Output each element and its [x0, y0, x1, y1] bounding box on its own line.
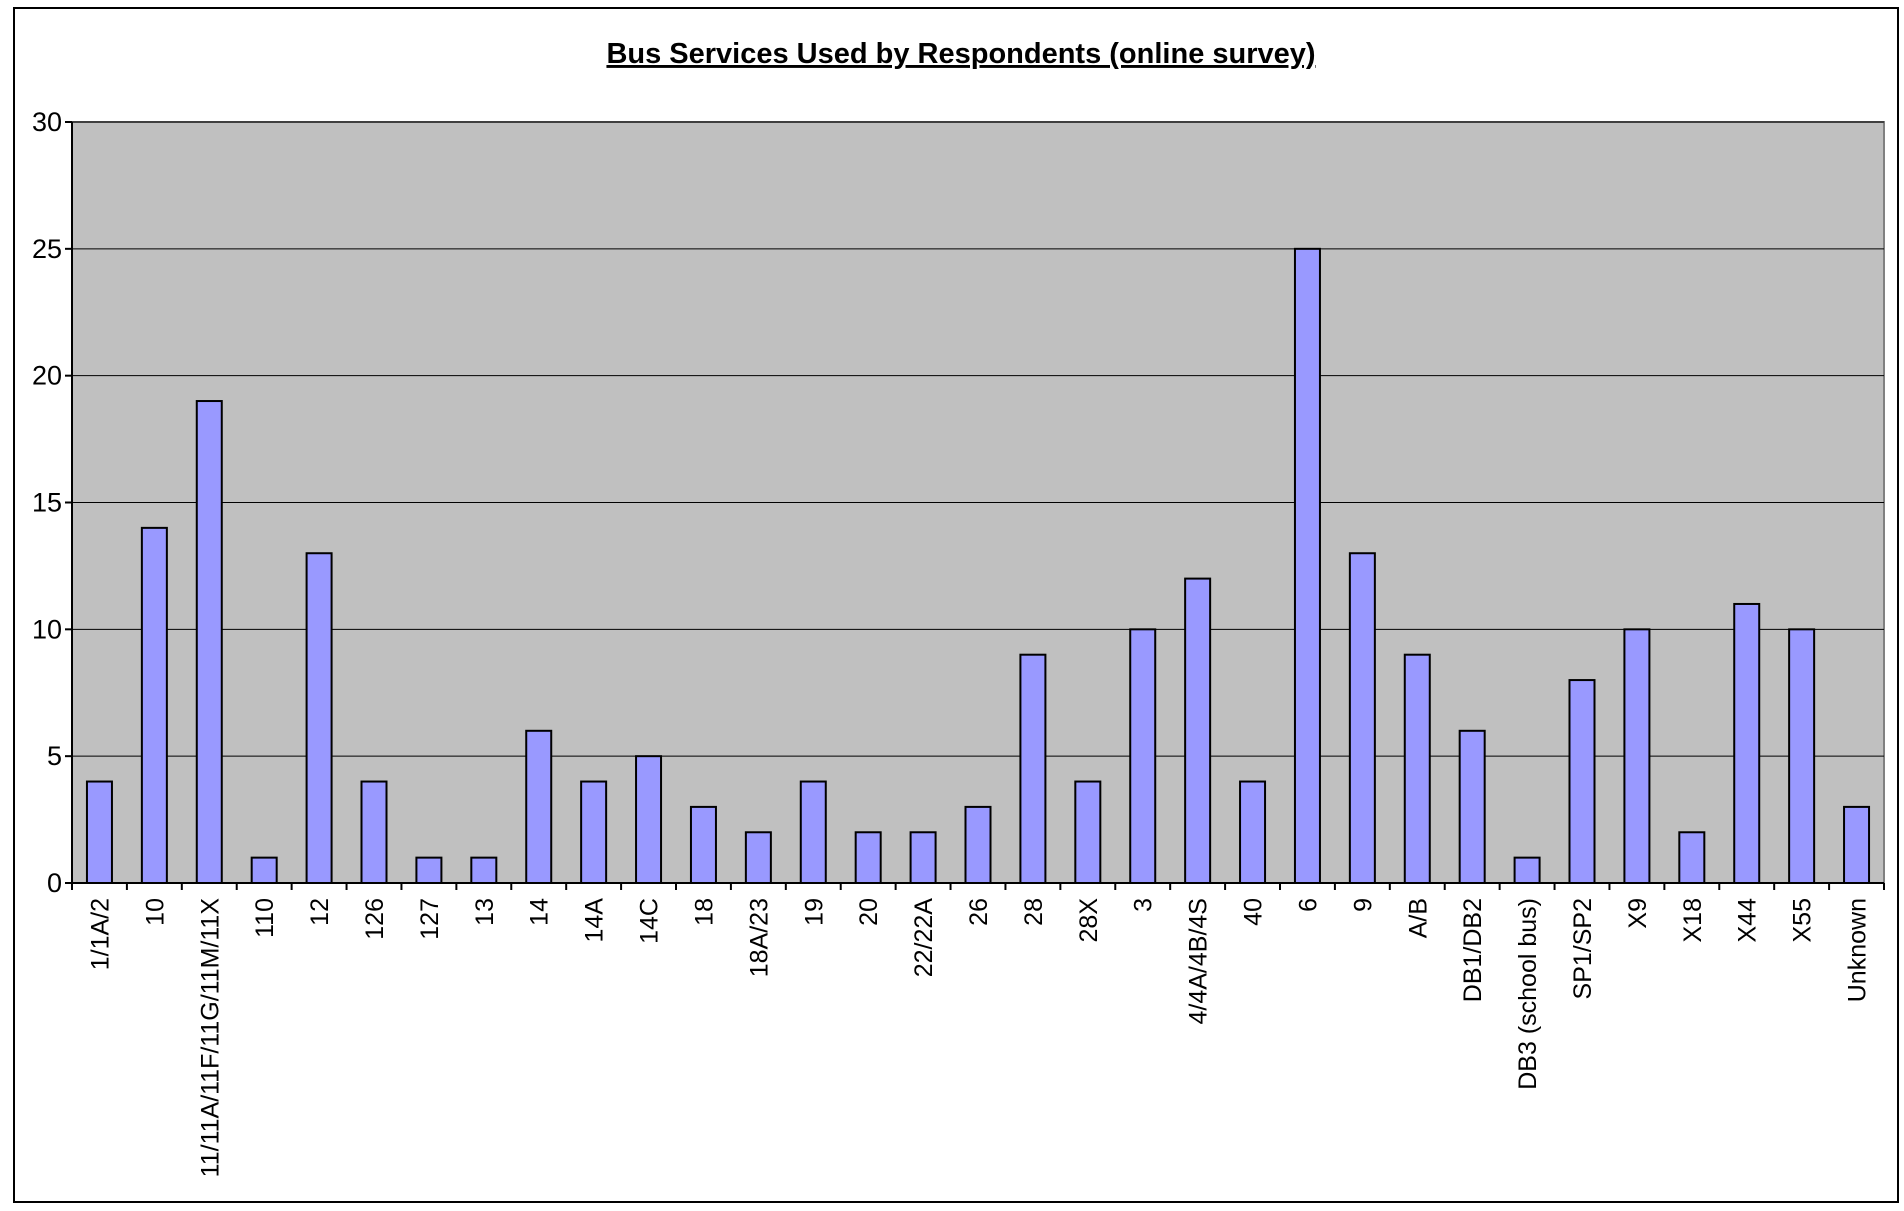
y-tick-label: 15 — [32, 488, 62, 518]
bar — [305, 552, 333, 884]
bar — [909, 831, 937, 884]
y-tick-labels: 0 5 10 15 20 25 30 — [32, 107, 72, 898]
bar — [470, 856, 498, 885]
bar — [195, 400, 223, 884]
bar — [1129, 628, 1157, 884]
y-tick-label: 5 — [47, 741, 62, 771]
bar — [85, 780, 113, 884]
bar — [1458, 729, 1486, 884]
x-tick-label: X44 — [1734, 898, 1762, 943]
x-tick-label: 28X — [1075, 898, 1103, 943]
x-tick-label: 14 — [526, 898, 554, 926]
x-tick-label: 14C — [636, 898, 664, 944]
chart-title: Bus Services Used by Respondents (online… — [606, 38, 1315, 70]
bar — [1678, 831, 1706, 884]
x-tick-label: 13 — [471, 898, 499, 926]
y-tick-label: 0 — [47, 868, 62, 898]
x-tick-label: X9 — [1624, 898, 1652, 929]
bar — [1074, 780, 1102, 884]
x-tick-label: 18A/23 — [745, 898, 773, 977]
y-tick-label: 25 — [32, 234, 62, 264]
bar — [744, 831, 772, 884]
x-tick-label: 4/4A/4B/4S — [1185, 898, 1213, 1024]
y-tick-label: 10 — [32, 614, 62, 644]
bar — [1623, 628, 1651, 884]
x-tick-label: 11/11A/11F/11G/11M/11X — [196, 898, 224, 1178]
bar — [580, 780, 608, 884]
x-tick-label: 3 — [1130, 898, 1158, 912]
x-tick-label: 19 — [800, 898, 828, 926]
bar — [525, 729, 553, 884]
x-tick-label: X55 — [1789, 898, 1817, 942]
x-tick-labels: 1/1A/2 10 11/11A/11F/11G/11M/11X 110 12 126 12… — [71, 883, 1885, 1178]
bar — [1788, 628, 1816, 884]
x-tick-label: 20 — [855, 898, 883, 926]
bar — [799, 780, 827, 884]
x-tick-label: 14A — [581, 898, 609, 943]
x-tick-label: 126 — [361, 898, 389, 940]
x-tick-label: SP1/SP2 — [1569, 898, 1597, 999]
x-tick-label: 127 — [416, 898, 444, 940]
x-tick-label: 110 — [251, 898, 279, 938]
y-tick-label: 30 — [32, 107, 62, 137]
bar — [1239, 780, 1267, 884]
bar — [360, 780, 388, 884]
x-tick-label: 18 — [690, 898, 718, 926]
bar — [140, 526, 168, 884]
bar — [1019, 653, 1047, 885]
x-tick-label: DB1/DB2 — [1459, 898, 1487, 1002]
x-tick-label: 9 — [1349, 898, 1377, 912]
bar — [250, 856, 278, 885]
bar — [1184, 577, 1212, 884]
bars — [85, 247, 1871, 885]
x-tick-label: 12 — [306, 898, 334, 926]
bar — [1293, 247, 1321, 885]
bar — [854, 831, 882, 884]
bar — [1733, 602, 1761, 884]
bar — [635, 755, 663, 885]
bar — [415, 856, 443, 885]
bar — [964, 805, 992, 885]
x-tick-label: 22/22A — [910, 898, 938, 978]
x-tick-label: Unknown — [1844, 898, 1872, 1002]
x-tick-label: 40 — [1240, 898, 1268, 926]
x-tick-label: DB3 (school bus) — [1514, 898, 1542, 1090]
bar — [1843, 805, 1871, 885]
x-tick-label: 28 — [1020, 898, 1048, 926]
chart-frame — [13, 7, 1899, 1203]
x-tick-label: 1/1A/2 — [86, 898, 114, 970]
x-tick-label: A/B — [1404, 898, 1432, 938]
bar — [1513, 856, 1541, 885]
x-tick-label: 6 — [1294, 898, 1322, 912]
bar — [1403, 653, 1431, 885]
y-tick-label: 20 — [32, 361, 62, 391]
x-tick-label: X18 — [1679, 898, 1707, 942]
x-tick-label: 26 — [965, 898, 993, 926]
bar — [689, 805, 717, 885]
bar — [1568, 679, 1596, 884]
bar — [1348, 552, 1376, 884]
x-tick-label: 10 — [141, 898, 169, 926]
